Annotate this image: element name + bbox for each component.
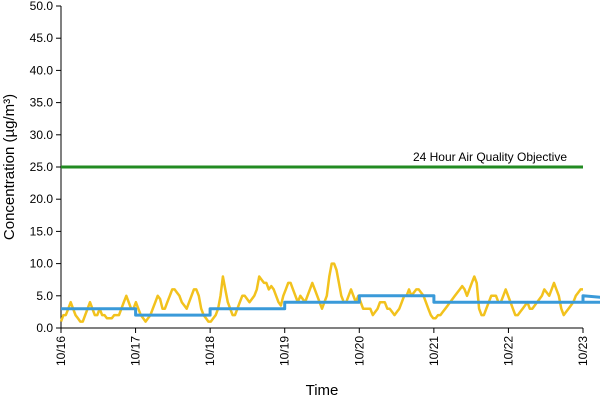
series-line-daily — [61, 294, 600, 317]
y-tick-label: 15.0 — [30, 224, 54, 238]
y-tick-label: 20.0 — [30, 192, 54, 206]
y-tick-label: 30.0 — [30, 128, 54, 142]
y-tick-label: 40.0 — [30, 63, 54, 77]
series-layer — [59, 262, 600, 323]
objective-annotation: 24 Hour Air Quality Objective — [413, 150, 567, 164]
x-tick-label: 10/17 — [129, 336, 143, 366]
y-tick-label: 35.0 — [30, 96, 54, 110]
y-tick-label: 25.0 — [30, 160, 54, 174]
x-tick-label: 10/20 — [352, 336, 366, 366]
x-tick-label: 10/19 — [278, 336, 292, 366]
y-axis-title: Concentration (µg/m³) — [1, 94, 18, 240]
y-tick-label: 0.0 — [36, 321, 53, 335]
x-tick-label: 10/22 — [501, 336, 515, 366]
x-axis-title: Time — [306, 382, 339, 399]
x-tick-label: 10/21 — [427, 336, 441, 366]
y-tick-label: 50.0 — [30, 0, 54, 13]
series-line-hourly — [59, 262, 583, 323]
y-tick-label: 45.0 — [30, 31, 54, 45]
x-tick-label: 10/18 — [203, 336, 217, 366]
x-tick-label: 10/16 — [54, 336, 68, 366]
y-tick-label: 10.0 — [30, 257, 54, 271]
x-axis-ticks: 10/16 10/17 10/18 10/19 10/20 10/21 10/22 10/23 — [54, 328, 590, 366]
x-tick-label: 10/23 — [576, 336, 590, 366]
y-tick-label: 5.0 — [36, 289, 53, 303]
y-axis-ticks: 0.0 5.0 10.0 15.0 20.0 25.0 30.0 35.0 40.0 45.0 50… — [30, 0, 61, 335]
